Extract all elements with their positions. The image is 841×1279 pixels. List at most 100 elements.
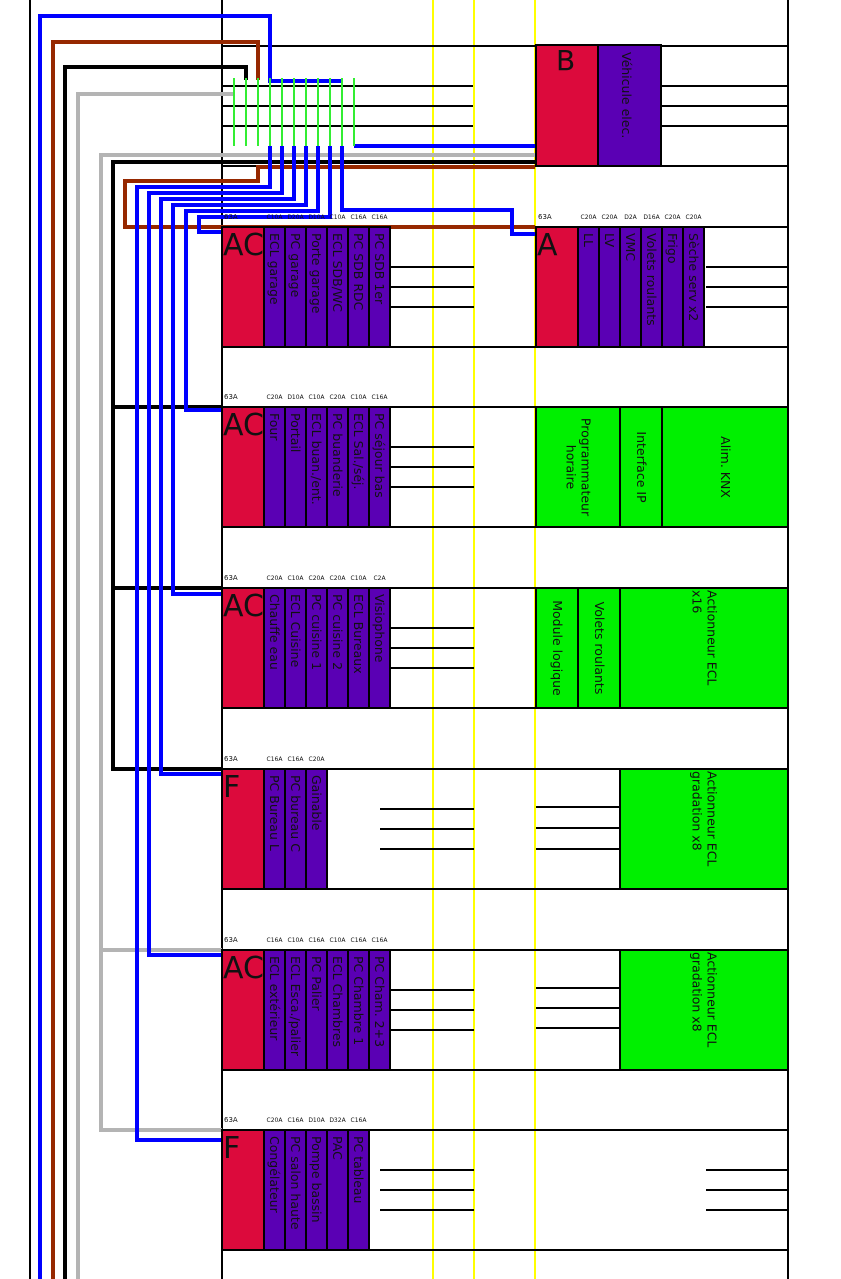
knx-module: Volets roulants — [577, 587, 621, 709]
breaker-rating: C16A — [267, 937, 284, 944]
breaker-label: ECL Sal./séj. — [351, 413, 366, 489]
breaker-rating: C20A — [309, 575, 326, 582]
breaker-rating: C16A — [351, 214, 368, 221]
breaker-label: LL — [581, 233, 596, 247]
breaker-label: PC SDB 1er — [372, 233, 387, 305]
wire — [340, 146, 535, 236]
breaker-label: Véhicule elec. — [619, 52, 634, 138]
breaker-rating: C16A — [288, 1117, 305, 1124]
breaker-rating: C10A — [330, 937, 347, 944]
knx-module: Module logique — [535, 587, 579, 709]
breaker-label: PC bureau C — [288, 775, 303, 852]
knx-module: Interface IP — [619, 406, 663, 528]
breaker-rating: C16A — [351, 1117, 368, 1124]
main-switch-letter: F — [223, 1131, 240, 1166]
breaker — [368, 949, 391, 1071]
breaker-rating: D10A — [308, 214, 325, 221]
main-switch — [221, 587, 265, 709]
breaker-panel: AC 63A C20A Chauffe eau C10A ECL Cuisine C20A P… — [221, 574, 391, 709]
breaker-rating: C20A — [330, 575, 347, 582]
breaker-rating: C10A — [351, 575, 368, 582]
main-switch-letter: B — [556, 44, 575, 77]
breaker-rating: D16A — [643, 214, 660, 221]
wire — [171, 146, 308, 596]
breaker-rating: D20A — [287, 214, 304, 221]
breaker-panel: F 63A C20A Congélateur C16A PC salon haute D10… — [221, 1116, 370, 1251]
module-block — [577, 587, 621, 709]
breaker-label: ECL garage — [267, 233, 282, 305]
wire — [111, 160, 535, 771]
breaker-rating: D10A — [287, 394, 304, 401]
breaker-label: Gainable — [309, 775, 324, 831]
breaker-label: Porte garage — [309, 233, 324, 314]
module-label: Programmateur — [579, 418, 594, 517]
wire — [51, 40, 260, 1279]
main-switch-letter: AC — [223, 589, 264, 624]
panels: AC 63A C10A ECL garage D20A PC garage D10A Port… — [221, 44, 789, 1251]
wire — [76, 92, 234, 1279]
breaker — [682, 226, 705, 348]
breaker-label: PC cuisine 1 — [309, 594, 324, 670]
ev-breaker — [597, 44, 662, 167]
breaker-label: Portail — [288, 413, 303, 452]
breaker-label: PAC — [330, 1136, 345, 1160]
module-label: Alim. KNX — [718, 436, 733, 498]
module-block — [619, 949, 789, 1071]
breaker-panel: F 63A C16A PC Bureau L C16A PC bureau C C20A Ga… — [221, 755, 328, 890]
breaker-rating: C20A — [665, 214, 682, 221]
module-block — [661, 406, 789, 528]
breaker-rating: D2A — [624, 214, 637, 221]
breaker — [368, 587, 391, 709]
module-label: gradation x8 — [690, 771, 705, 851]
breaker-rating: C10A — [351, 394, 368, 401]
breaker-rating: C20A — [267, 394, 284, 401]
main-switch — [221, 226, 265, 348]
module-label: gradation x8 — [690, 952, 705, 1032]
breaker-rating: D32A — [329, 1117, 346, 1124]
main-switch-rating: 63A — [538, 213, 552, 221]
module-label: Actionneur ECL — [705, 952, 720, 1047]
breaker-label: Visiophone — [372, 594, 387, 663]
breaker-rating: C2A — [373, 575, 386, 582]
module-label: Actionneur ECL — [705, 771, 720, 866]
breaker-rating: C16A — [351, 937, 368, 944]
main-switch-letter: F — [223, 770, 240, 805]
breaker-label: PC Palier — [309, 956, 324, 1012]
breaker-rating: C20A — [602, 214, 619, 221]
breaker-label: LV — [602, 233, 617, 248]
breaker-rating: C10A — [288, 575, 305, 582]
wire — [159, 146, 296, 776]
wire — [135, 146, 272, 1142]
breaker-rating: C20A — [686, 214, 703, 221]
breaker-label: PC garage — [288, 233, 303, 298]
breaker-rating: C16A — [372, 937, 389, 944]
module-block — [619, 406, 663, 528]
breaker-rating: C20A — [581, 214, 598, 221]
module-block — [619, 768, 789, 890]
module-block — [535, 587, 579, 709]
breaker-rating: C16A — [267, 756, 284, 763]
main-switch — [221, 768, 265, 890]
main-switch-rating: 63A — [224, 755, 238, 763]
breaker — [347, 1129, 370, 1251]
breaker-panel: AC 63A C10A ECL garage D20A PC garage D10A Port… — [221, 213, 391, 348]
main-switch-rating: 63A — [224, 213, 238, 221]
module-label: horaire — [564, 445, 579, 490]
breaker-rating: C20A — [267, 1117, 284, 1124]
breaker-label: PC Chambre 1 — [351, 956, 366, 1045]
breaker-label: PC buanderie — [330, 413, 345, 497]
main-switch-rating: 63A — [224, 1116, 238, 1124]
breaker-panel: A 63A C20A LL C20A LV D2A VMC D16A Volets roulant… — [535, 213, 705, 348]
module-block — [619, 587, 789, 709]
breaker-rating: C16A — [372, 394, 389, 401]
breaker-label: Pompe bassin — [309, 1136, 324, 1223]
panel-b: B Véhicule elec. — [535, 44, 662, 167]
main-switch-letter: AC — [223, 951, 264, 986]
breaker-label: ECL Bureaux — [351, 594, 366, 674]
breaker-panel: AC 63A C20A Four D10A Portail C10A ECL buan./en… — [221, 393, 391, 528]
breaker-label: PC tableau — [351, 1136, 366, 1203]
breaker-rating: C20A — [309, 756, 326, 763]
breaker — [368, 226, 391, 348]
breaker-rating: C10A — [330, 214, 347, 221]
